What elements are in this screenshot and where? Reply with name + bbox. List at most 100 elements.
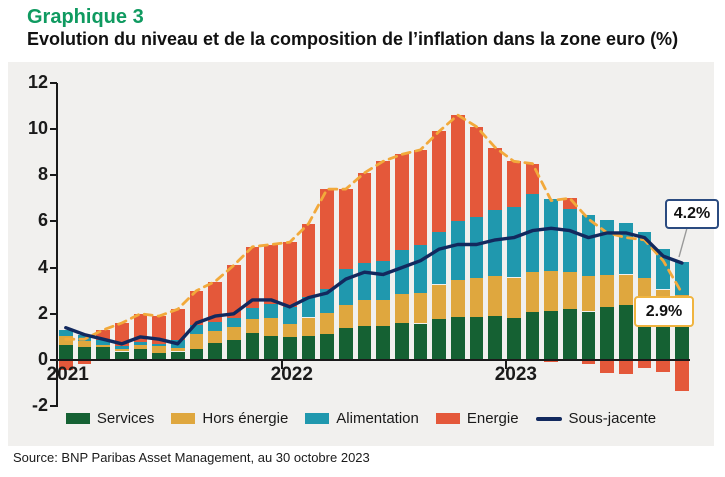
bar-segment-services — [469, 316, 484, 360]
bar-segment-alimentation — [96, 339, 110, 346]
legend-item-services: Services — [65, 410, 155, 427]
bar-segment-alimentation — [600, 220, 614, 275]
bar-segment-services — [171, 351, 185, 360]
bar-segment-energie — [301, 223, 316, 297]
bar-segment-hors-nergie — [451, 279, 465, 318]
bar-segment-energie — [395, 154, 409, 251]
bar-segment-alimentation — [227, 318, 241, 328]
bar-segment-alimentation — [637, 232, 652, 278]
bar-segment-hors-nergie — [320, 313, 334, 335]
y-tick-mark — [50, 174, 57, 177]
bar-segment-hors-nergie — [413, 292, 428, 324]
bar-segment-alimentation — [171, 339, 185, 348]
bar-segment-services — [264, 336, 278, 360]
bar-segment-alimentation — [283, 306, 297, 325]
bar-segment-energie — [507, 161, 521, 207]
bar-segment-alimentation — [619, 223, 633, 275]
legend-color-swatch — [171, 413, 196, 424]
bar-segment-services — [395, 323, 409, 360]
bar-segment-hors-nergie — [77, 341, 92, 348]
zero-baseline — [57, 359, 690, 361]
y-tick-mark — [50, 220, 57, 223]
legend-color-swatch — [305, 413, 330, 424]
bar-segment-energie — [96, 330, 110, 340]
y-tick-mark — [50, 128, 57, 130]
bar-segment-alimentation — [59, 329, 73, 337]
legend-label: Sous-jacente — [568, 410, 657, 427]
bar-segment-energie — [208, 281, 222, 322]
bar-segment-alimentation — [133, 341, 148, 346]
y-axis-line — [56, 83, 58, 407]
bar-segment-alimentation — [115, 345, 129, 349]
bar-segment-hors-nergie — [469, 278, 484, 317]
bar-segment-energie — [339, 189, 353, 269]
bar-segment-hors-nergie — [488, 276, 502, 316]
bar-segment-hors-nergie — [171, 347, 185, 352]
bar-segment-services — [600, 306, 614, 360]
bar-segment-services — [227, 340, 241, 360]
bar-segment-energie — [525, 163, 540, 195]
y-tick-label: 2 — [37, 302, 48, 323]
bar-segment-alimentation — [488, 209, 502, 277]
bar-segment-services — [413, 323, 428, 360]
bar-segment-energie — [77, 360, 92, 364]
bar-segment-alimentation — [376, 260, 390, 301]
bar-segment-hors-nergie — [376, 300, 390, 327]
bar-segment-hors-nergie — [208, 330, 222, 344]
bar-segment-hors-nergie — [301, 317, 316, 336]
legend-color-swatch — [435, 413, 460, 424]
bar-segment-energie — [283, 242, 297, 307]
bar-segment-energie — [133, 313, 148, 342]
bar-segment-hors-nergie — [227, 327, 241, 341]
bar-segment-alimentation — [451, 220, 465, 280]
bar-segment-hors-nergie — [264, 318, 278, 337]
bar-segment-hors-nergie — [339, 304, 353, 329]
legend-color-swatch — [65, 413, 90, 424]
bar-segment-services — [507, 318, 521, 360]
bar-segment-energie — [563, 198, 577, 209]
x-year-tick — [280, 360, 283, 369]
bar-segment-energie — [432, 131, 446, 233]
legend-item-hors-nergie: Hors énergie — [171, 410, 288, 427]
y-tick-label: -2 — [31, 395, 48, 416]
bar-segment-energie — [675, 360, 689, 392]
bar-segment-alimentation — [507, 206, 521, 278]
bar-segment-alimentation — [395, 250, 409, 295]
y-tick-label: 10 — [27, 118, 48, 138]
bar-segment-services — [283, 337, 297, 360]
bar-segment-alimentation — [469, 217, 484, 278]
bar-segment-alimentation — [563, 208, 577, 273]
bar-segment-hors-nergie — [581, 275, 596, 312]
y-tick-mark — [50, 312, 57, 315]
bar-segment-hors-nergie — [245, 318, 260, 334]
bar-segment-services — [376, 326, 390, 360]
bar-segment-alimentation — [413, 244, 428, 293]
bar-segment-energie — [264, 244, 278, 304]
core-annotation-badge: 4.2% — [665, 199, 719, 229]
bar-segment-services — [96, 347, 110, 360]
bar-segment-alimentation — [675, 261, 689, 296]
y-tick-label: 12 — [27, 71, 48, 92]
legend-label: Services — [96, 410, 155, 427]
bar-segment-hors-nergie — [133, 345, 148, 350]
y-tick-label: 8 — [37, 164, 48, 185]
bar-segment-energie — [59, 360, 73, 370]
bar-segment-alimentation — [656, 249, 670, 290]
bar-segment-alimentation — [544, 198, 558, 272]
source-note: Source: BNP Paribas Asset Management, au… — [13, 450, 370, 465]
bar-segment-services — [544, 310, 558, 360]
bar-segment-alimentation — [357, 263, 372, 301]
bar-segment-energie — [115, 323, 129, 346]
bar-segment-energie — [152, 316, 166, 344]
bar-segment-alimentation — [245, 307, 260, 319]
bar-segment-energie — [451, 115, 465, 221]
bar-segment-energie — [488, 147, 502, 210]
legend-line-swatch — [535, 416, 562, 421]
bar-segment-hors-nergie — [432, 284, 446, 319]
bar-segment-hors-nergie — [59, 336, 73, 345]
bar-segment-energie — [581, 360, 596, 364]
bar-segment-energie — [656, 360, 670, 372]
bar-segment-hors-nergie — [357, 300, 372, 327]
bar-segment-energie — [189, 290, 204, 326]
bar-segment-hors-nergie — [563, 272, 577, 310]
